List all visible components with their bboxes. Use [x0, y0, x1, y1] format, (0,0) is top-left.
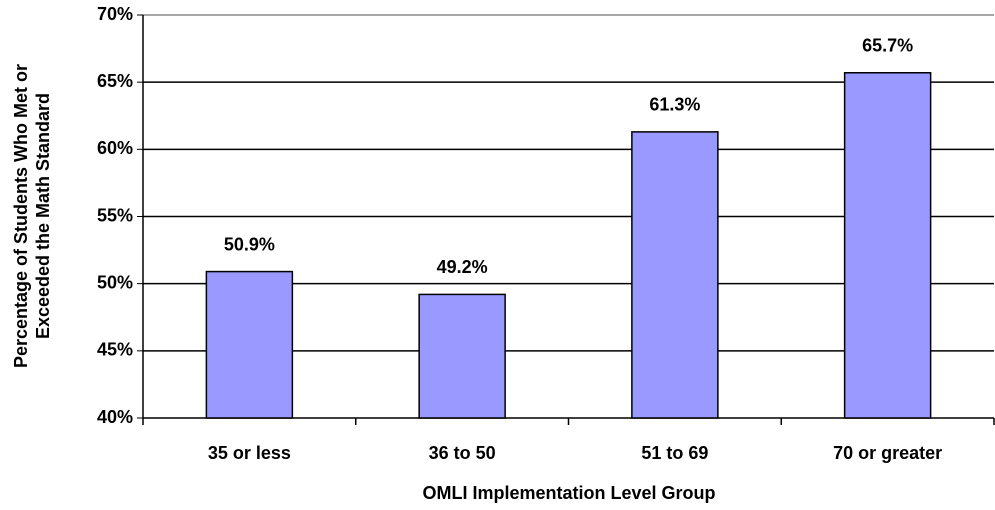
y-tick-label: 65% [97, 71, 133, 91]
y-axis-title-line: Percentage of Students Who Met or [11, 64, 31, 368]
x-tick-label: 70 or greater [833, 443, 942, 463]
y-tick-label: 70% [97, 4, 133, 24]
x-tick-label: 51 to 69 [641, 443, 708, 463]
y-tick-label: 55% [97, 205, 133, 225]
y-tick-label: 60% [97, 138, 133, 158]
x-tick-label: 35 or less [208, 443, 291, 463]
y-tick-label: 40% [97, 407, 133, 427]
data-label: 61.3% [649, 95, 700, 115]
x-tick-label: 36 to 50 [429, 443, 496, 463]
bar [205, 270, 294, 419]
bar [418, 293, 506, 419]
x-axis-title: OMLI Implementation Level Group [422, 483, 715, 503]
y-tick-label: 50% [97, 272, 133, 292]
bar [843, 72, 932, 419]
y-axis-title: Percentage of Students Who Met or Exceed… [11, 64, 53, 368]
y-tick-label: 45% [97, 340, 133, 360]
data-label: 65.7% [862, 36, 913, 56]
y-axis-title-line: Exceeded the Math Standard [33, 93, 53, 339]
bar [631, 131, 719, 419]
data-label: 49.2% [437, 257, 488, 277]
data-label: 50.9% [224, 234, 275, 254]
